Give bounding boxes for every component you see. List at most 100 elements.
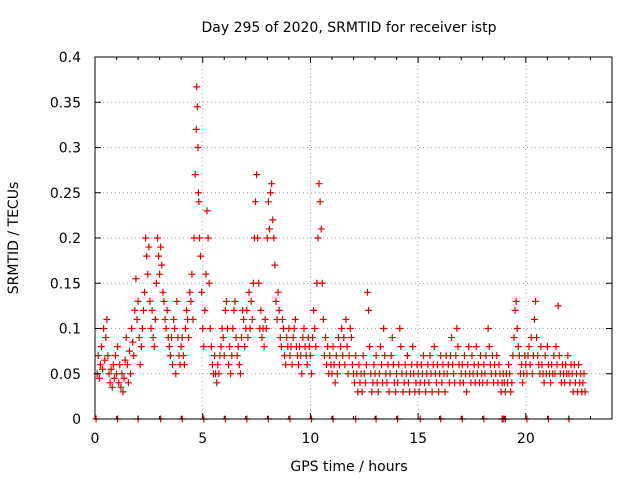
data-point xyxy=(156,270,164,278)
data-point xyxy=(510,334,518,342)
data-point xyxy=(333,370,341,378)
y-tick-label: 0.4 xyxy=(59,50,81,66)
data-point xyxy=(532,297,540,305)
data-point xyxy=(115,379,123,387)
chart-title: Day 295 of 2020, SRMTID for receiver ist… xyxy=(202,20,497,36)
data-point xyxy=(188,270,196,278)
data-point xyxy=(428,388,436,396)
data-point xyxy=(278,315,286,323)
data-point xyxy=(272,297,280,305)
data-point xyxy=(180,361,188,369)
data-point xyxy=(430,343,438,351)
data-point xyxy=(131,306,139,314)
x-tick-label: 15 xyxy=(409,431,427,447)
data-point xyxy=(352,352,360,360)
data-point xyxy=(240,315,248,323)
data-point xyxy=(484,325,492,332)
data-point xyxy=(483,379,491,387)
data-point xyxy=(108,383,116,391)
data-point xyxy=(450,370,458,378)
data-point xyxy=(179,352,187,360)
data-point xyxy=(152,279,160,287)
data-point xyxy=(260,343,268,351)
data-point xyxy=(355,361,363,369)
data-point xyxy=(215,370,223,378)
data-point xyxy=(197,252,205,260)
data-point xyxy=(397,343,405,351)
data-point xyxy=(226,343,234,351)
data-point xyxy=(205,279,213,287)
data-point xyxy=(132,275,140,283)
data-point xyxy=(177,343,185,351)
data-point xyxy=(105,370,113,378)
data-point xyxy=(298,370,306,378)
data-point xyxy=(329,343,337,351)
data-point xyxy=(555,352,563,360)
data-point xyxy=(106,379,114,387)
data-point xyxy=(270,234,278,242)
data-point xyxy=(103,315,111,323)
data-point xyxy=(246,325,254,332)
data-point xyxy=(537,343,545,351)
data-point xyxy=(220,352,228,360)
data-point xyxy=(151,315,159,323)
data-point xyxy=(543,343,551,351)
data-point xyxy=(526,361,534,369)
data-point xyxy=(374,388,382,396)
data-point xyxy=(359,352,367,360)
data-point xyxy=(395,361,403,369)
data-point xyxy=(144,270,152,278)
data-point xyxy=(339,352,347,360)
data-point xyxy=(538,361,546,369)
points-layer xyxy=(92,83,589,423)
data-point xyxy=(452,352,460,360)
data-point xyxy=(435,388,443,396)
data-point xyxy=(122,334,130,342)
data-point xyxy=(425,379,433,387)
data-point xyxy=(247,297,255,305)
data-point xyxy=(449,361,457,369)
data-point xyxy=(262,325,270,332)
data-point xyxy=(321,334,329,342)
data-point xyxy=(198,288,206,296)
data-point xyxy=(225,361,233,369)
data-point xyxy=(191,171,199,179)
data-point xyxy=(366,343,374,351)
data-point xyxy=(146,297,154,305)
data-point xyxy=(124,379,132,387)
data-point xyxy=(235,361,243,369)
data-point xyxy=(173,297,181,305)
data-point xyxy=(295,361,303,369)
y-tick-label: 0.2 xyxy=(59,231,81,247)
data-point xyxy=(153,234,161,242)
data-point xyxy=(454,343,462,351)
data-point xyxy=(192,125,200,133)
data-point xyxy=(443,370,451,378)
data-point xyxy=(207,343,215,351)
data-point xyxy=(506,370,514,378)
y-tick-label: 0.35 xyxy=(50,95,81,111)
data-point xyxy=(117,383,125,391)
data-point xyxy=(534,352,542,360)
y-axis-label: SRMTID / TECUs xyxy=(6,182,22,295)
data-point xyxy=(233,352,241,360)
data-point xyxy=(290,325,298,332)
data-point xyxy=(511,306,519,314)
data-point xyxy=(171,325,179,332)
data-point xyxy=(525,343,533,351)
data-point xyxy=(257,306,265,314)
data-point xyxy=(254,234,262,242)
data-point xyxy=(289,334,297,342)
data-point xyxy=(495,361,503,369)
data-point xyxy=(403,352,411,360)
data-point xyxy=(102,334,110,342)
data-point xyxy=(505,361,513,369)
data-point xyxy=(265,225,273,233)
data-point xyxy=(319,315,327,323)
data-point xyxy=(337,343,345,351)
data-point xyxy=(420,352,428,360)
data-point xyxy=(277,343,285,351)
data-point xyxy=(244,334,252,342)
data-point xyxy=(315,180,323,188)
